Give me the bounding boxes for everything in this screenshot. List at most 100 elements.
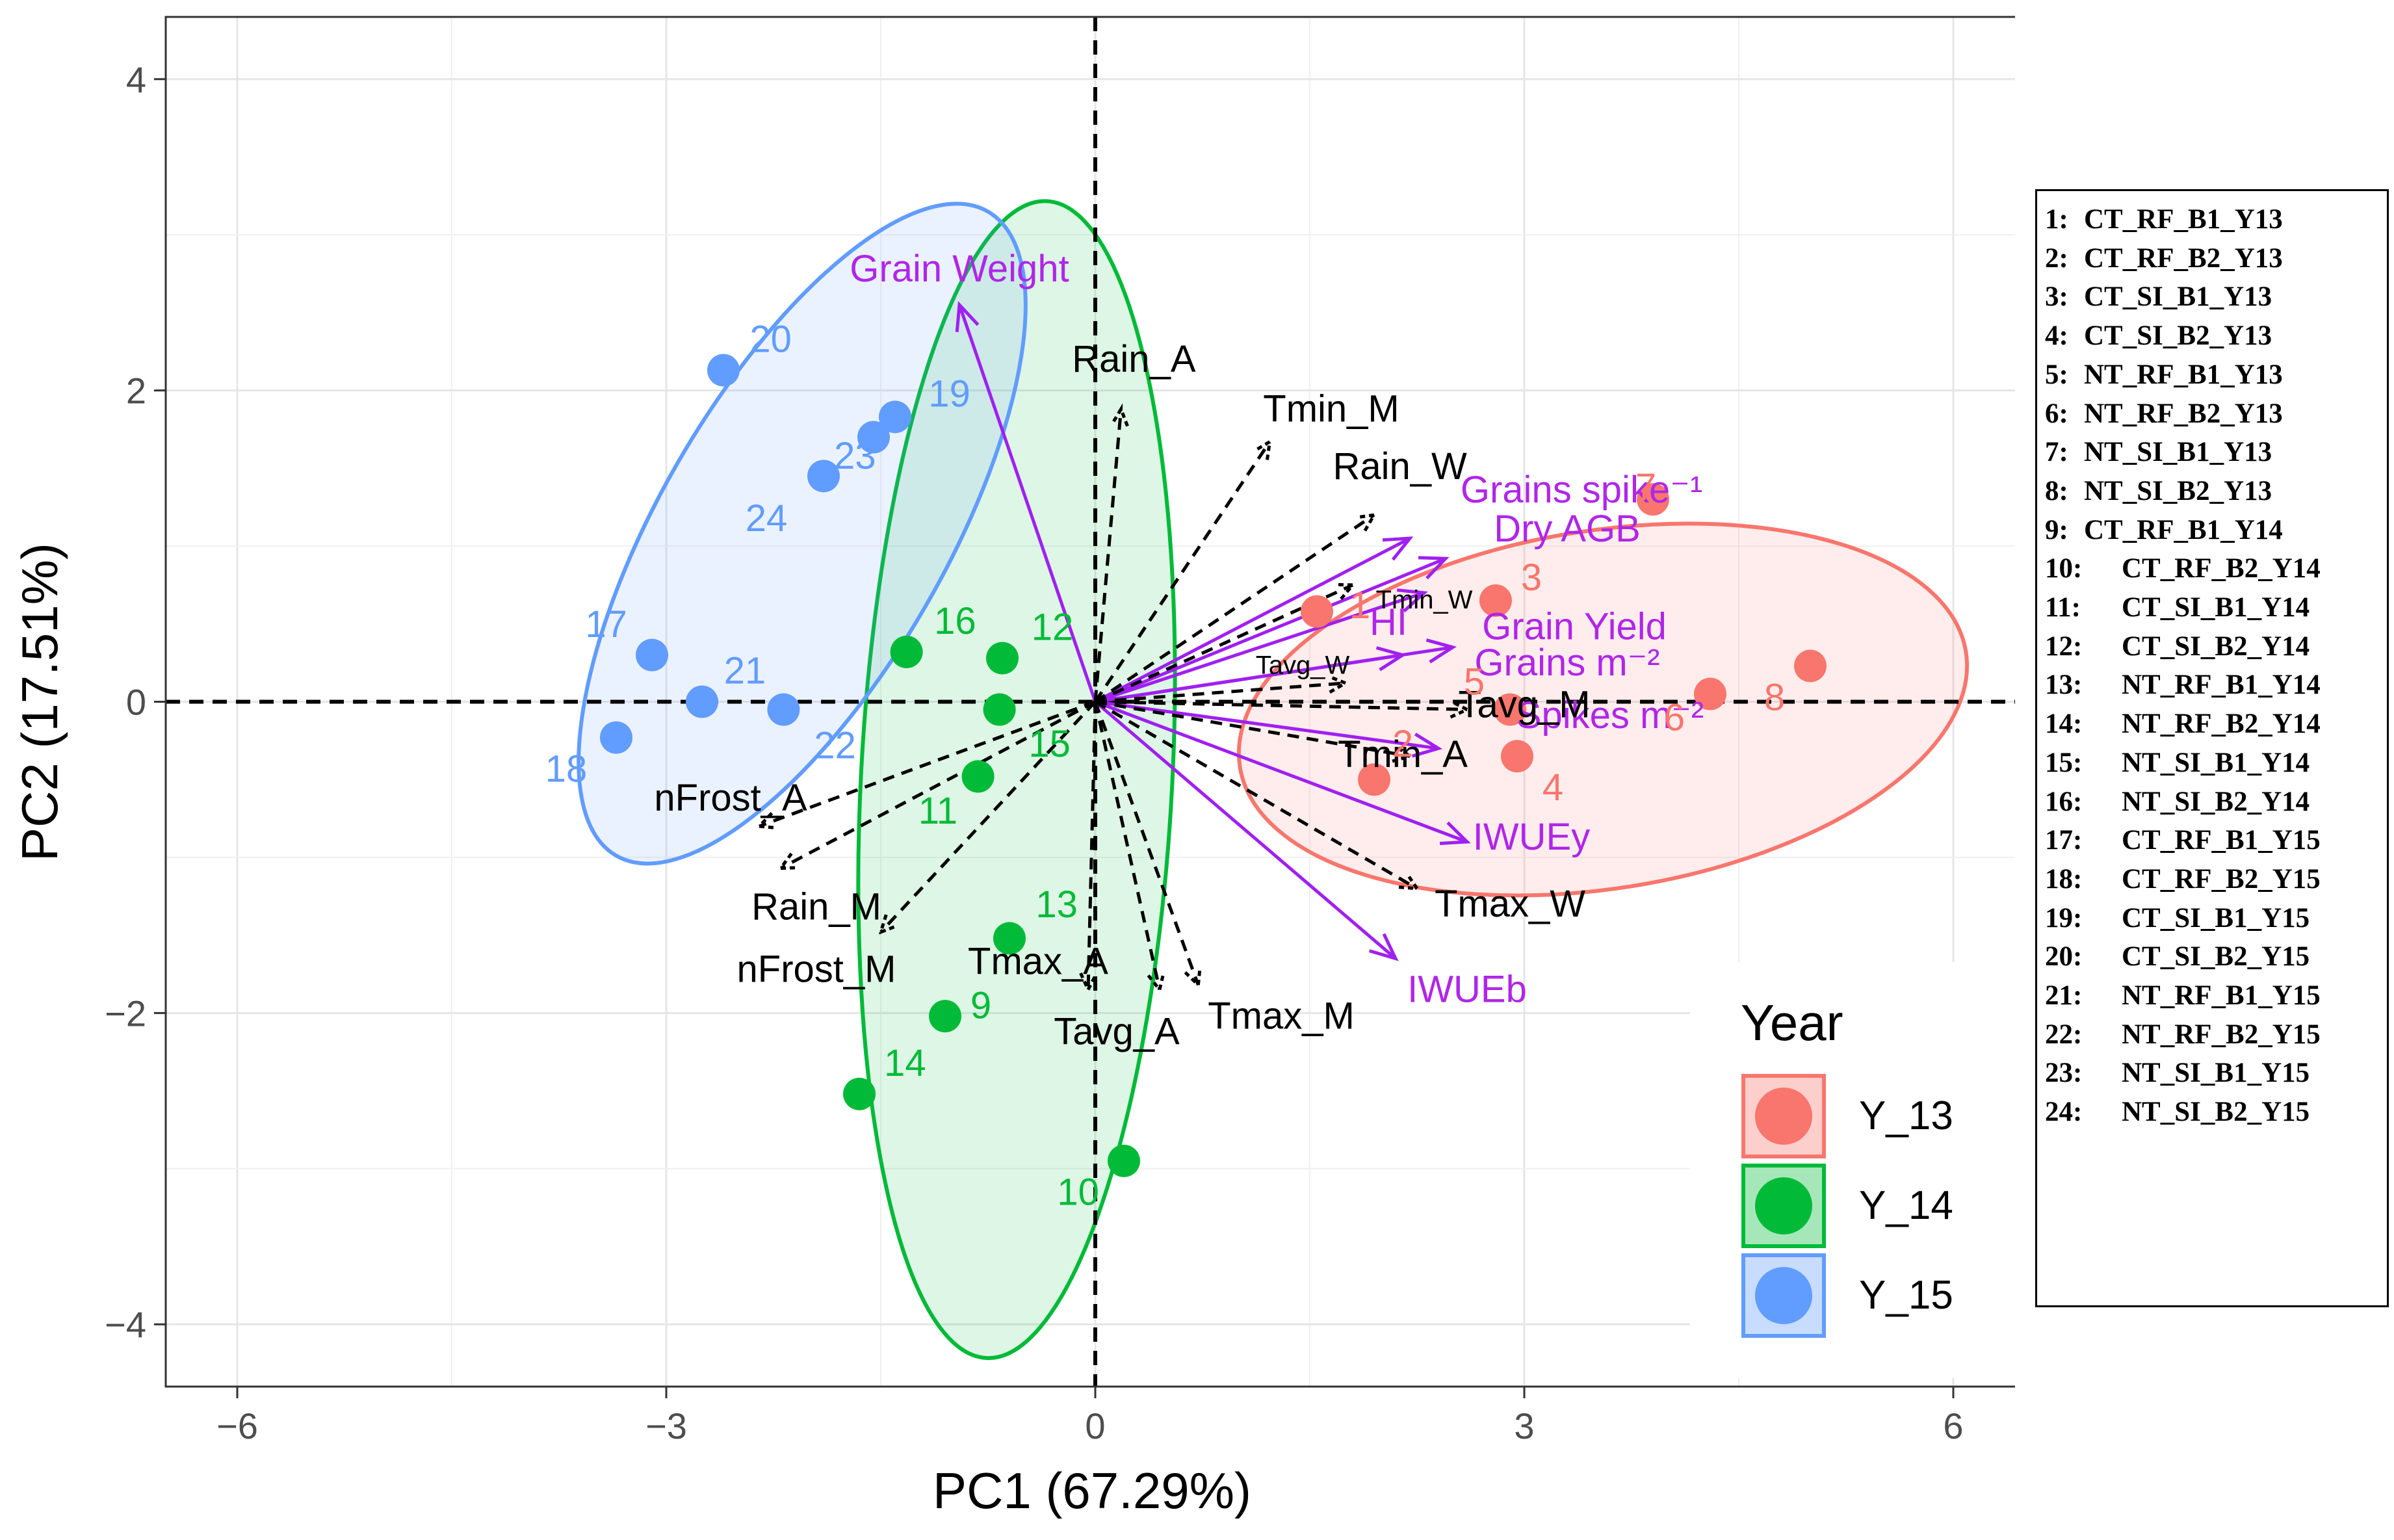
vector-Grains m⁻² [1095,593,1424,703]
vector-Spikes m⁻² [1095,700,1438,749]
vector-label: Tmax_W [1435,883,1585,925]
key-item-number: 18: [2045,863,2083,894]
key-item-number: 1: [2045,204,2068,235]
point-label: 9 [970,984,991,1026]
vector-Grains spike⁻¹ [1094,536,1410,703]
vector-arrowhead [1439,821,1471,845]
point-label: 17 [585,603,627,646]
vector-nFrost_A [759,700,1096,828]
point-Y_15 [636,638,668,672]
key-item-label: NT_RF_B2_Y13 [2084,398,2283,429]
point-label: 10 [1057,1171,1099,1214]
vector-arrowhead [1369,933,1399,961]
y-tick-label: −2 [105,993,146,1034]
vector-label: Tmin_M [1263,388,1399,430]
point-label: 20 [749,319,792,361]
vector-Grain Weight [957,305,1097,703]
sample-key-box: 1: CT_RF_B1_Y13 2: CT_RF_B2_Y13 3: CT_SI_B1_Y… [2035,189,2389,1307]
key-item-number: 22: [2045,1019,2083,1050]
point-label: 21 [724,650,766,692]
y-axis-title: PC2 (17.51%) [11,543,68,861]
point-Y_14 [993,922,1026,955]
key-item-label: NT_RF_B2_Y15 [2122,1019,2321,1050]
key-item-number: 7: [2045,437,2068,468]
vector-label: Tavg_M [1458,683,1590,725]
point-Y_14 [1108,1144,1140,1177]
vector-Rain_M [779,700,1097,870]
key-item-label: NT_SI_B1_Y14 [2122,747,2310,778]
vector-Tmax_W [1094,700,1418,890]
key-item: 22: NT_RF_B2_Y15 [2045,1015,2387,1054]
key-item-label: CT_SI_B2_Y15 [2122,941,2310,972]
key-item-number: 21: [2045,980,2083,1011]
vector-label: Grain Weight [850,248,1069,290]
y-tick-label: 4 [126,59,146,100]
vector-arrowhead [1184,967,1202,989]
point-Y_13 [1301,595,1333,628]
point-Y_14 [961,760,995,793]
vector-Grain Yield [1095,647,1453,703]
key-item-label: CT_SI_B2_Y13 [2084,320,2272,352]
key-item-label: CT_SI_B1_Y14 [2122,592,2310,623]
key-item-label: NT_SI_B2_Y13 [2084,475,2272,506]
vector-arrowhead [1425,638,1457,664]
point-label: 22 [814,725,856,767]
point-label: 3 [1521,556,1542,599]
point-Y_13 [1494,693,1526,726]
point-Y_13 [1794,649,1827,683]
legend-label: Y_14 [1859,1183,1953,1228]
key-item: 12: CT_SI_B2_Y14 [2045,627,2387,666]
key-item-number: 16: [2045,786,2083,817]
point-Y_15 [807,460,840,493]
key-item-number: 9: [2045,514,2068,545]
key-item-number: 14: [2045,709,2083,740]
point-label: 13 [1035,883,1078,926]
key-item: 2: CT_RF_B2_Y13 [2045,239,2387,278]
key-item: 15: NT_SI_B1_Y14 [2045,744,2387,783]
point-Y_14 [843,1077,876,1110]
vector-label: Tmax_A [968,941,1108,983]
key-item-label: CT_SI_B2_Y14 [2122,631,2310,662]
key-item: 4: CT_SI_B2_Y13 [2045,317,2387,356]
key-item-number: 2: [2045,242,2068,274]
key-item: 3: CT_SI_B1_Y13 [2045,278,2387,317]
point-Y_15 [767,693,800,726]
vector-label: HI [1370,601,1407,644]
x-axis-title: PC1 (67.29%) [933,1462,1251,1519]
point-Y_15 [857,421,890,454]
vector-arrowhead [1355,512,1377,532]
vector-label: Grains m⁻² [1474,642,1659,684]
vector-Dry AGB [1095,556,1446,703]
vector-IWUEy [1095,700,1467,844]
vector-label: Grain Yield [1482,606,1667,648]
point-Y_14 [986,642,1019,675]
key-item: 16: NT_SI_B2_Y14 [2045,783,2387,822]
key-item: 19: CT_SI_B1_Y15 [2045,899,2387,938]
vector-label: nFrost_M [737,948,896,990]
key-item: 17: CT_RF_B1_Y15 [2045,821,2387,860]
key-item-label: CT_RF_B1_Y15 [2122,825,2321,856]
key-item-label: NT_RF_B2_Y14 [2122,709,2321,740]
key-item: 23: NT_SI_B1_Y15 [2045,1054,2387,1093]
vector-Tavg_A [1093,701,1162,990]
y-tick-label: 2 [126,371,146,411]
vector-arrowhead [878,914,899,935]
key-item: 9: CT_RF_B1_Y14 [2045,511,2387,550]
x-tick-label: −6 [216,1405,258,1446]
key-item: 20: CT_SI_B2_Y15 [2045,937,2387,976]
vector-label: Tmin_W [1376,586,1473,614]
key-item-label: CT_SI_B1_Y15 [2122,902,2310,933]
key-item: 24: NT_SI_B2_Y15 [2045,1093,2387,1132]
key-item-number: 5: [2045,359,2068,390]
point-label: 18 [545,748,588,790]
key-item: 8: NT_SI_B2_Y13 [2045,472,2387,511]
point-label: 2 [1392,723,1413,765]
legend-dot-Y_15 [1755,1267,1812,1324]
key-item-label: NT_RF_B1_Y13 [2084,359,2283,390]
vector-Tavg_M [1095,700,1468,711]
key-item: 13: NT_RF_B1_Y14 [2045,666,2387,705]
key-item-label: NT_RF_B1_Y15 [2122,980,2321,1011]
point-label: 8 [1764,676,1785,718]
point-Y_15 [600,721,632,754]
